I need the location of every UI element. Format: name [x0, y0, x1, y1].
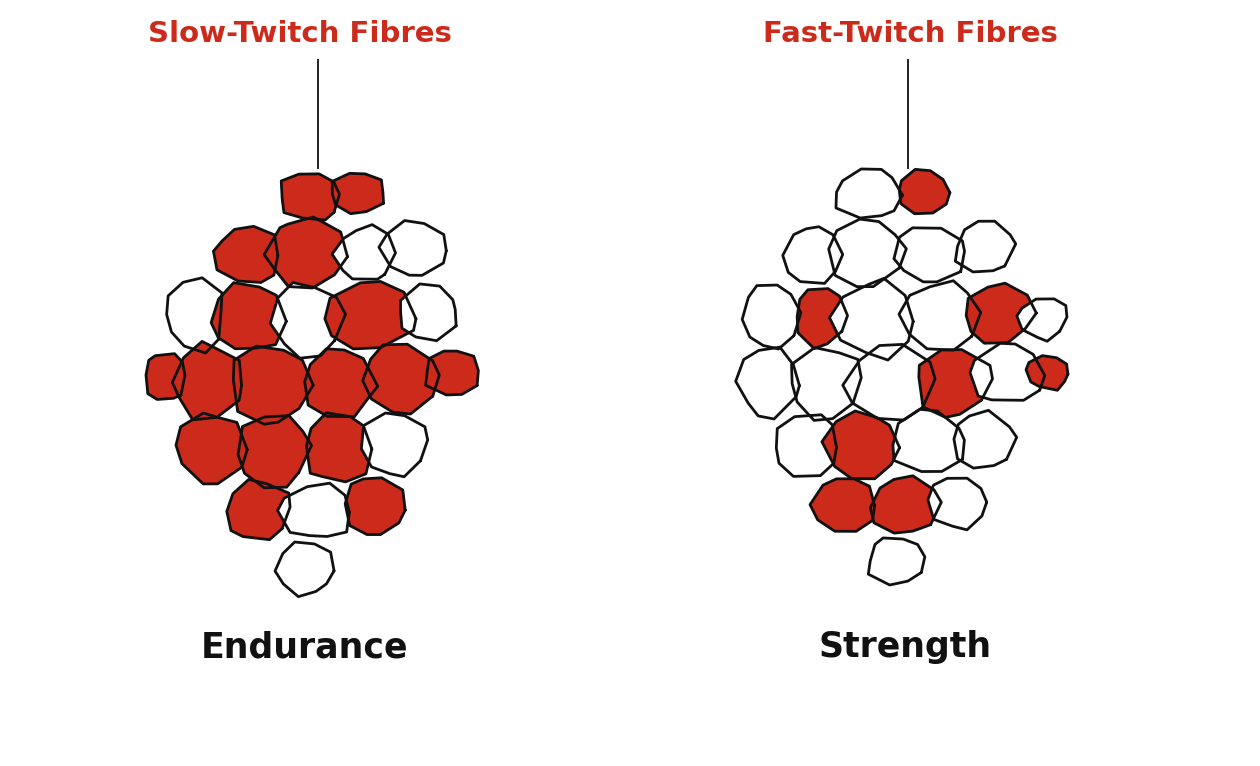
Polygon shape — [362, 413, 427, 476]
Polygon shape — [265, 217, 348, 288]
Polygon shape — [275, 542, 334, 597]
Polygon shape — [900, 280, 980, 350]
Polygon shape — [742, 285, 801, 349]
Polygon shape — [927, 478, 987, 530]
Polygon shape — [305, 349, 378, 417]
Polygon shape — [900, 169, 950, 214]
Polygon shape — [955, 221, 1016, 272]
Polygon shape — [893, 409, 964, 472]
Polygon shape — [954, 411, 1017, 468]
Polygon shape — [227, 480, 290, 540]
Polygon shape — [426, 351, 479, 395]
Text: Slow-Twitch Fibres: Slow-Twitch Fibres — [149, 20, 452, 48]
Polygon shape — [166, 278, 222, 353]
Polygon shape — [281, 174, 339, 220]
Polygon shape — [829, 278, 914, 360]
Polygon shape — [810, 479, 874, 532]
Polygon shape — [966, 283, 1036, 343]
Polygon shape — [277, 483, 349, 536]
Polygon shape — [325, 281, 416, 349]
Polygon shape — [829, 219, 906, 286]
Polygon shape — [736, 347, 799, 419]
Polygon shape — [176, 413, 247, 484]
Polygon shape — [146, 354, 185, 399]
Polygon shape — [868, 538, 925, 585]
Polygon shape — [893, 228, 964, 282]
Polygon shape — [306, 413, 372, 482]
Polygon shape — [1017, 299, 1067, 341]
Polygon shape — [835, 169, 902, 218]
Polygon shape — [173, 342, 242, 420]
Polygon shape — [212, 283, 286, 349]
Polygon shape — [363, 344, 440, 414]
Text: Fast-Twitch Fibres: Fast-Twitch Fibres — [762, 20, 1057, 48]
Polygon shape — [776, 414, 837, 476]
Polygon shape — [1026, 355, 1068, 391]
Polygon shape — [333, 224, 396, 279]
Polygon shape — [843, 345, 935, 420]
Polygon shape — [271, 283, 345, 358]
Polygon shape — [791, 348, 862, 421]
Text: Endurance: Endurance — [202, 630, 408, 664]
Polygon shape — [782, 227, 843, 283]
Polygon shape — [401, 284, 456, 341]
Text: Strength: Strength — [819, 630, 992, 664]
Polygon shape — [345, 478, 406, 535]
Polygon shape — [822, 411, 900, 479]
Polygon shape — [798, 289, 848, 349]
Polygon shape — [379, 221, 446, 276]
Polygon shape — [233, 346, 314, 424]
Polygon shape — [970, 343, 1045, 401]
Polygon shape — [333, 173, 383, 214]
Polygon shape — [919, 349, 993, 417]
Polygon shape — [238, 416, 311, 488]
Polygon shape — [213, 226, 278, 283]
Polygon shape — [871, 476, 941, 533]
